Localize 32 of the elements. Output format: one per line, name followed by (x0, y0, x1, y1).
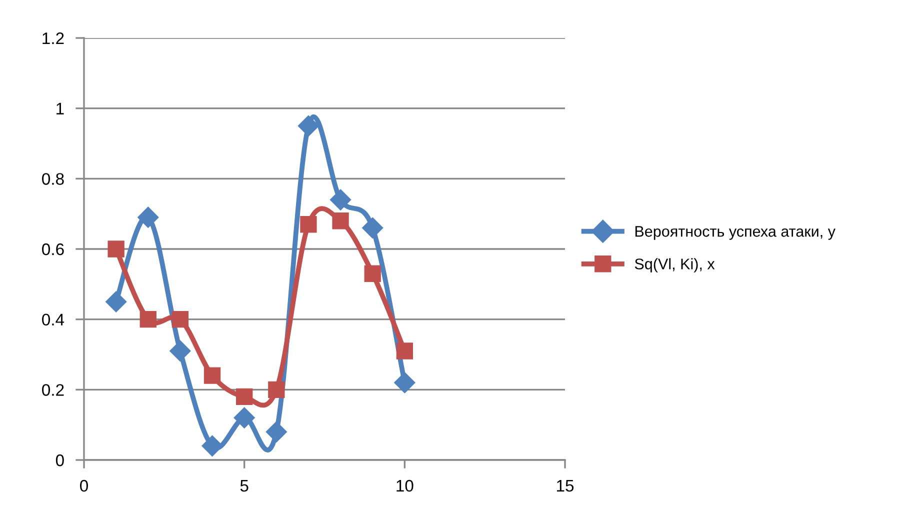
point (362, 217, 384, 238)
x-tick-label: 0 (80, 480, 88, 492)
y-tick-label: 0.8 (42, 173, 64, 185)
point (138, 206, 159, 228)
point (204, 367, 221, 384)
point (300, 216, 317, 233)
point (108, 240, 124, 258)
point (396, 342, 413, 360)
point (266, 421, 287, 442)
point (140, 311, 156, 328)
y-tick-label: 0.2 (42, 384, 64, 396)
point (298, 115, 319, 136)
point (268, 381, 285, 398)
point (364, 265, 381, 282)
y-tick-label: 0.4 (42, 314, 64, 326)
point (236, 388, 253, 406)
point (234, 407, 255, 428)
y-tick-label: 0 (56, 454, 64, 466)
point (172, 311, 189, 328)
point (332, 212, 349, 230)
x-tick-label: 10 (396, 480, 414, 492)
x-tick-label: 5 (240, 480, 248, 492)
y-tick-label: 1 (56, 102, 64, 114)
point (394, 372, 416, 394)
point (106, 291, 127, 312)
y-tick-label: 0.6 (42, 243, 64, 256)
x-tick-label: 15 (557, 480, 574, 492)
point (330, 189, 352, 210)
legend-label: Sq(Vl, Ki), x (634, 258, 715, 272)
y-tick-label: 1.2 (42, 32, 64, 44)
point (170, 340, 191, 362)
legend-label: Вероятность успеха атаки, y (635, 226, 836, 240)
